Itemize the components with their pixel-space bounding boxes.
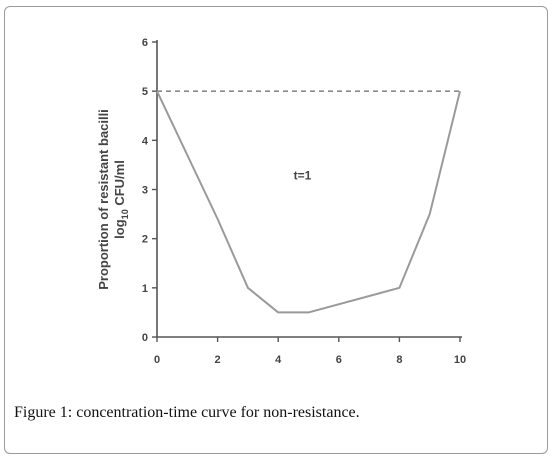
annotation-label: t=1: [294, 169, 312, 183]
y-tick-label: 3: [142, 185, 148, 197]
y-axis-label-subscript: 10: [120, 209, 130, 219]
x-tick-label: 4: [275, 354, 282, 366]
series-line: [156, 90, 461, 314]
y-tick-label: 4: [142, 135, 149, 147]
figure-caption: Figure 1: concentration-time curve for n…: [14, 404, 534, 422]
y-axis-label-group: Proportion of resistant bacilli log10 CFU…: [96, 109, 130, 290]
y-tick-label: 5: [142, 86, 148, 98]
y-axis-label-line2: log10 CFU/ml: [112, 160, 130, 239]
x-tick-label: 6: [336, 354, 342, 366]
y-axis-label-unit: CFU/ml: [112, 160, 127, 209]
y-tick-label: 6: [142, 37, 148, 49]
y-axis-label-line1: Proportion of resistant bacilli: [96, 109, 111, 290]
x-tick-label: 0: [154, 354, 160, 366]
x-tick-label: 2: [215, 354, 221, 366]
y-tick-label: 0: [142, 332, 148, 344]
figure-frame: [4, 6, 548, 454]
y-tick-label: 2: [142, 234, 148, 246]
x-tick-label: 8: [396, 354, 402, 366]
y-axis-label-log: log: [112, 219, 127, 239]
x-tick-label: 10: [454, 354, 466, 366]
caption-text: : concentration-time curve for non-resis…: [67, 404, 360, 421]
y-tick-label: 1: [142, 283, 148, 295]
caption-label: Figure 1: [14, 404, 68, 421]
